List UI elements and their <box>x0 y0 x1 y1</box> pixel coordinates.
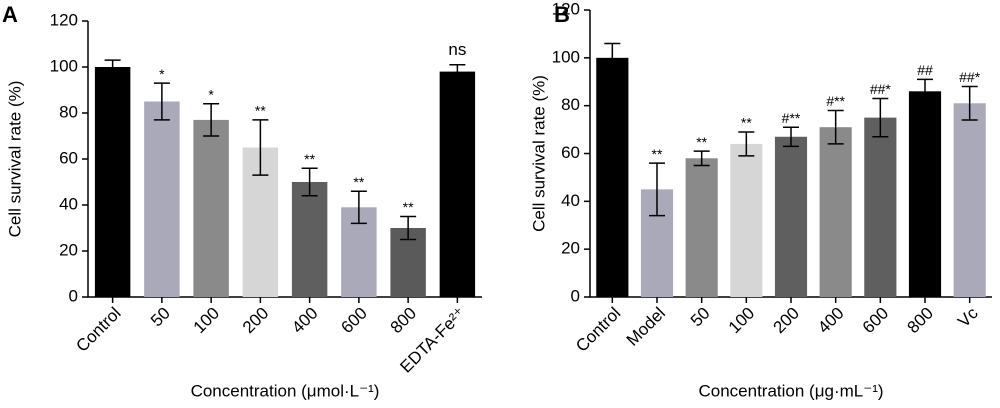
significance-label: #** <box>826 93 845 109</box>
y-tick-label: 80 <box>561 95 580 114</box>
y-tick-label: 120 <box>50 10 78 29</box>
y-tick-label: 0 <box>571 286 580 305</box>
panel-label: A <box>2 2 18 27</box>
y-tick-label: 100 <box>50 56 78 75</box>
x-tick-label: Model <box>623 304 669 350</box>
error-bar <box>400 215 417 241</box>
significance-label: ** <box>353 174 364 190</box>
error-bar <box>693 150 710 167</box>
significance-label: ** <box>255 103 266 119</box>
significance-label: ** <box>304 151 315 167</box>
y-tick-label: 40 <box>59 194 78 213</box>
x-tick-label: 800 <box>904 304 937 337</box>
y-tick-label: 100 <box>552 47 580 66</box>
significance-label: ** <box>741 115 752 131</box>
y-tick-label: 0 <box>69 286 78 305</box>
x-tick-label: 200 <box>770 304 803 337</box>
x-tick-label: 600 <box>859 304 892 337</box>
bar <box>908 91 942 297</box>
significance-label: ** <box>403 199 414 215</box>
x-tick-label: 800 <box>387 304 420 337</box>
y-tick-label: 40 <box>561 191 580 210</box>
error-bar <box>604 42 621 73</box>
x-tick-label: 400 <box>288 304 321 337</box>
y-axis-label: Cell survival rate (%) <box>529 75 548 232</box>
bar <box>193 119 229 298</box>
significance-label: ** <box>652 146 663 162</box>
bar <box>774 136 808 297</box>
error-bar <box>649 162 665 217</box>
bar <box>144 101 180 297</box>
significance-label: ##* <box>870 81 892 97</box>
significance-label: ** <box>696 134 707 150</box>
error-bar <box>350 190 367 225</box>
bar <box>864 117 897 297</box>
panel-label: B <box>554 2 570 27</box>
x-tick-label: Vc <box>954 303 982 331</box>
y-tick-label: 60 <box>561 143 580 162</box>
x-tick-label: 400 <box>814 304 847 337</box>
error-bar <box>872 97 889 138</box>
x-tick-label: 600 <box>337 304 370 337</box>
significance-label: ns <box>448 40 466 59</box>
x-tick-label: Control <box>72 304 124 356</box>
error-bar <box>827 109 844 145</box>
error-bar <box>252 119 269 176</box>
y-tick-label: 60 <box>59 148 78 167</box>
x-tick-label: 100 <box>725 304 758 337</box>
error-bar <box>783 126 799 148</box>
bar <box>596 57 629 298</box>
x-tick-label: Control <box>572 304 624 356</box>
significance-label: ## <box>917 62 933 78</box>
error-bar <box>104 59 121 75</box>
bar <box>953 103 986 298</box>
significance-label: * <box>159 66 165 82</box>
y-tick-label: 20 <box>59 240 78 259</box>
bar <box>94 67 131 297</box>
error-bar <box>449 63 466 80</box>
significance-label: * <box>208 87 214 103</box>
x-tick-label: 50 <box>687 304 714 331</box>
significance-label: ##* <box>959 69 981 85</box>
error-bar <box>301 167 318 197</box>
bar <box>685 158 718 297</box>
x-axis-label: Concentration (μmol·L⁻¹) <box>191 381 380 400</box>
y-tick-label: 120 <box>552 0 580 18</box>
y-axis-label: Cell survival rate (%) <box>5 81 24 238</box>
bar <box>730 143 763 297</box>
x-tick-label: 100 <box>190 304 223 337</box>
error-bar <box>153 82 170 121</box>
error-bar <box>917 78 933 105</box>
error-bar <box>961 85 978 121</box>
bar <box>439 71 476 297</box>
error-bar <box>203 103 220 137</box>
significance-label: #** <box>782 110 801 126</box>
x-tick-label: 50 <box>147 304 174 331</box>
bar <box>291 182 328 297</box>
y-tick-label: 80 <box>59 102 78 121</box>
error-bar <box>738 131 755 157</box>
x-axis-label: Concentration (μg·mL⁻¹) <box>698 381 883 400</box>
y-tick-label: 20 <box>561 239 580 258</box>
bar <box>819 127 852 297</box>
x-tick-label: 200 <box>239 304 272 337</box>
